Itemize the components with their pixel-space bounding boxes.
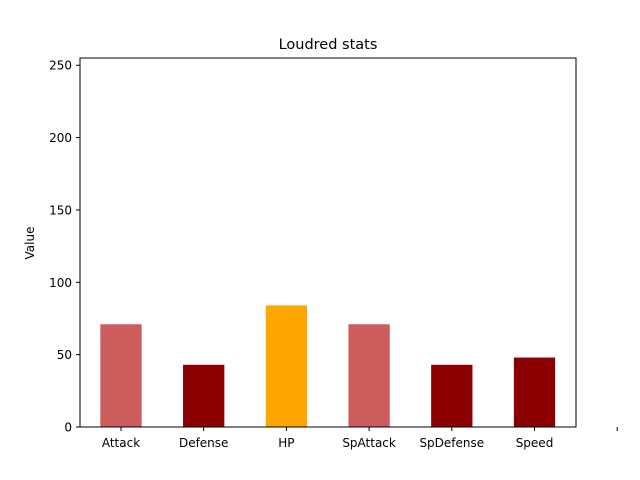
x-tick-label-speed: Speed xyxy=(516,436,554,450)
y-tick-label-0: 0 xyxy=(64,421,72,435)
y-tick-label-250: 250 xyxy=(49,59,72,73)
bar-speed xyxy=(513,357,556,427)
bar-spattack xyxy=(348,324,390,427)
x-tick-label-hp: HP xyxy=(278,436,294,450)
bar-spdefense xyxy=(431,364,473,427)
bar-defense xyxy=(183,364,225,427)
y-tick-label-150: 150 xyxy=(49,203,72,217)
bar-attack xyxy=(100,324,142,427)
bar-hp xyxy=(265,305,308,427)
y-axis: 0 50 100 150 200 250 xyxy=(49,59,80,435)
chart-title: Loudred stats xyxy=(279,37,378,53)
x-tick-label-defense: Defense xyxy=(179,436,228,450)
y-tick-label-50: 50 xyxy=(57,348,72,362)
x-tick-label-spdefense: SpDefense xyxy=(419,436,484,450)
y-tick-label-200: 200 xyxy=(49,131,72,145)
x-axis: Attack Defense HP SpAttack SpDefense Speed xyxy=(102,427,618,450)
y-tick-label-100: 100 xyxy=(49,276,72,290)
x-tick-label-spattack: SpAttack xyxy=(342,436,396,450)
x-tick-label-attack: Attack xyxy=(102,436,140,450)
bar-group xyxy=(100,305,556,427)
plot-frame xyxy=(79,57,577,428)
y-axis-label: Value xyxy=(23,227,37,260)
